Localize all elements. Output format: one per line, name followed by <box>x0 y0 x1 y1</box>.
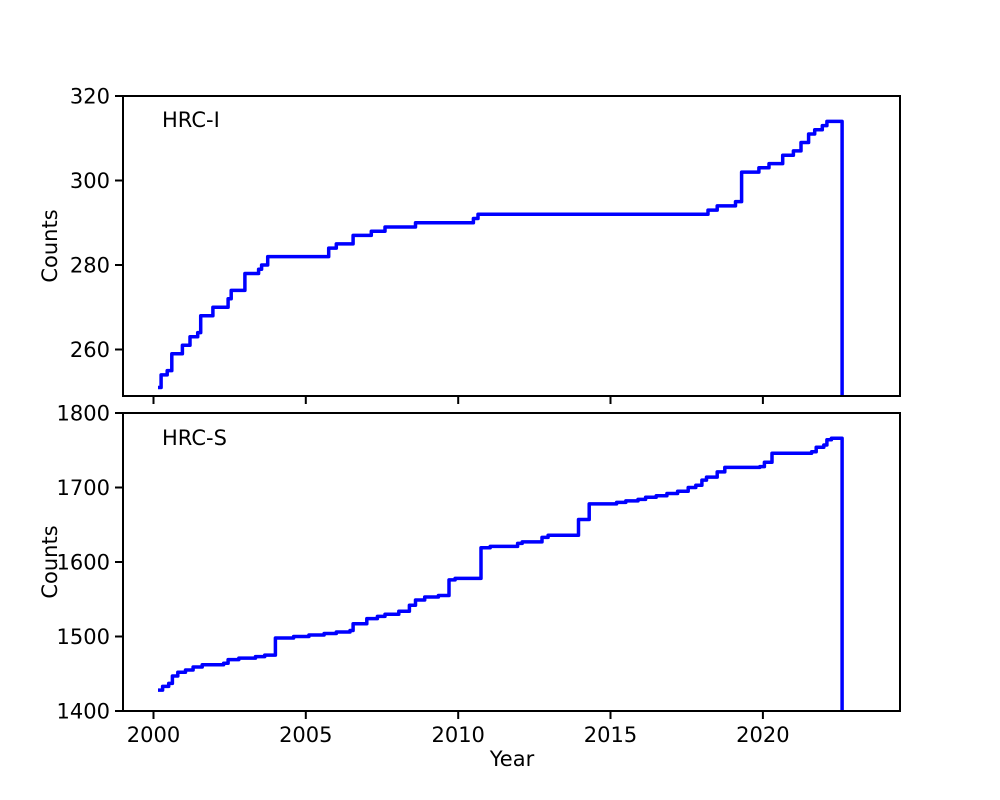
series-line-hrc-i <box>158 119 844 396</box>
panel-hrc-s: 1400 1500 1600 1700 1800 2000 2005 2010 2015 2020 <box>57 402 901 747</box>
x-axis-label: Year <box>489 747 535 771</box>
x-tick-label: 2000 <box>127 723 180 747</box>
y-tick-label: 1800 <box>57 402 110 426</box>
panel-label-hrc-i: HRC-I <box>162 108 220 132</box>
panel-hrc-i: 260 280 300 320 <box>70 85 901 404</box>
y-tick-label: 1400 <box>57 700 110 724</box>
series-line-hrc-s <box>158 436 844 711</box>
panel-label-hrc-s: HRC-S <box>162 426 227 450</box>
y-tick-label: 260 <box>70 338 110 362</box>
y-axis-label-top: Counts <box>38 209 62 283</box>
axes-frame <box>122 95 901 397</box>
x-tick-label: 2005 <box>279 723 332 747</box>
y-axis-label-bottom: Counts <box>38 525 62 599</box>
y-tick-label: 1600 <box>57 551 110 575</box>
axes-frame <box>122 412 901 712</box>
x-tick-label: 2015 <box>584 723 637 747</box>
y-tick-label: 320 <box>70 85 110 109</box>
x-tick-label: 2020 <box>736 723 789 747</box>
y-tick-label: 1500 <box>57 625 110 649</box>
y-tick-label: 280 <box>70 254 110 278</box>
x-tick-label: 2010 <box>431 723 484 747</box>
y-tick-label: 300 <box>70 169 110 193</box>
y-tick-label: 1700 <box>57 476 110 500</box>
